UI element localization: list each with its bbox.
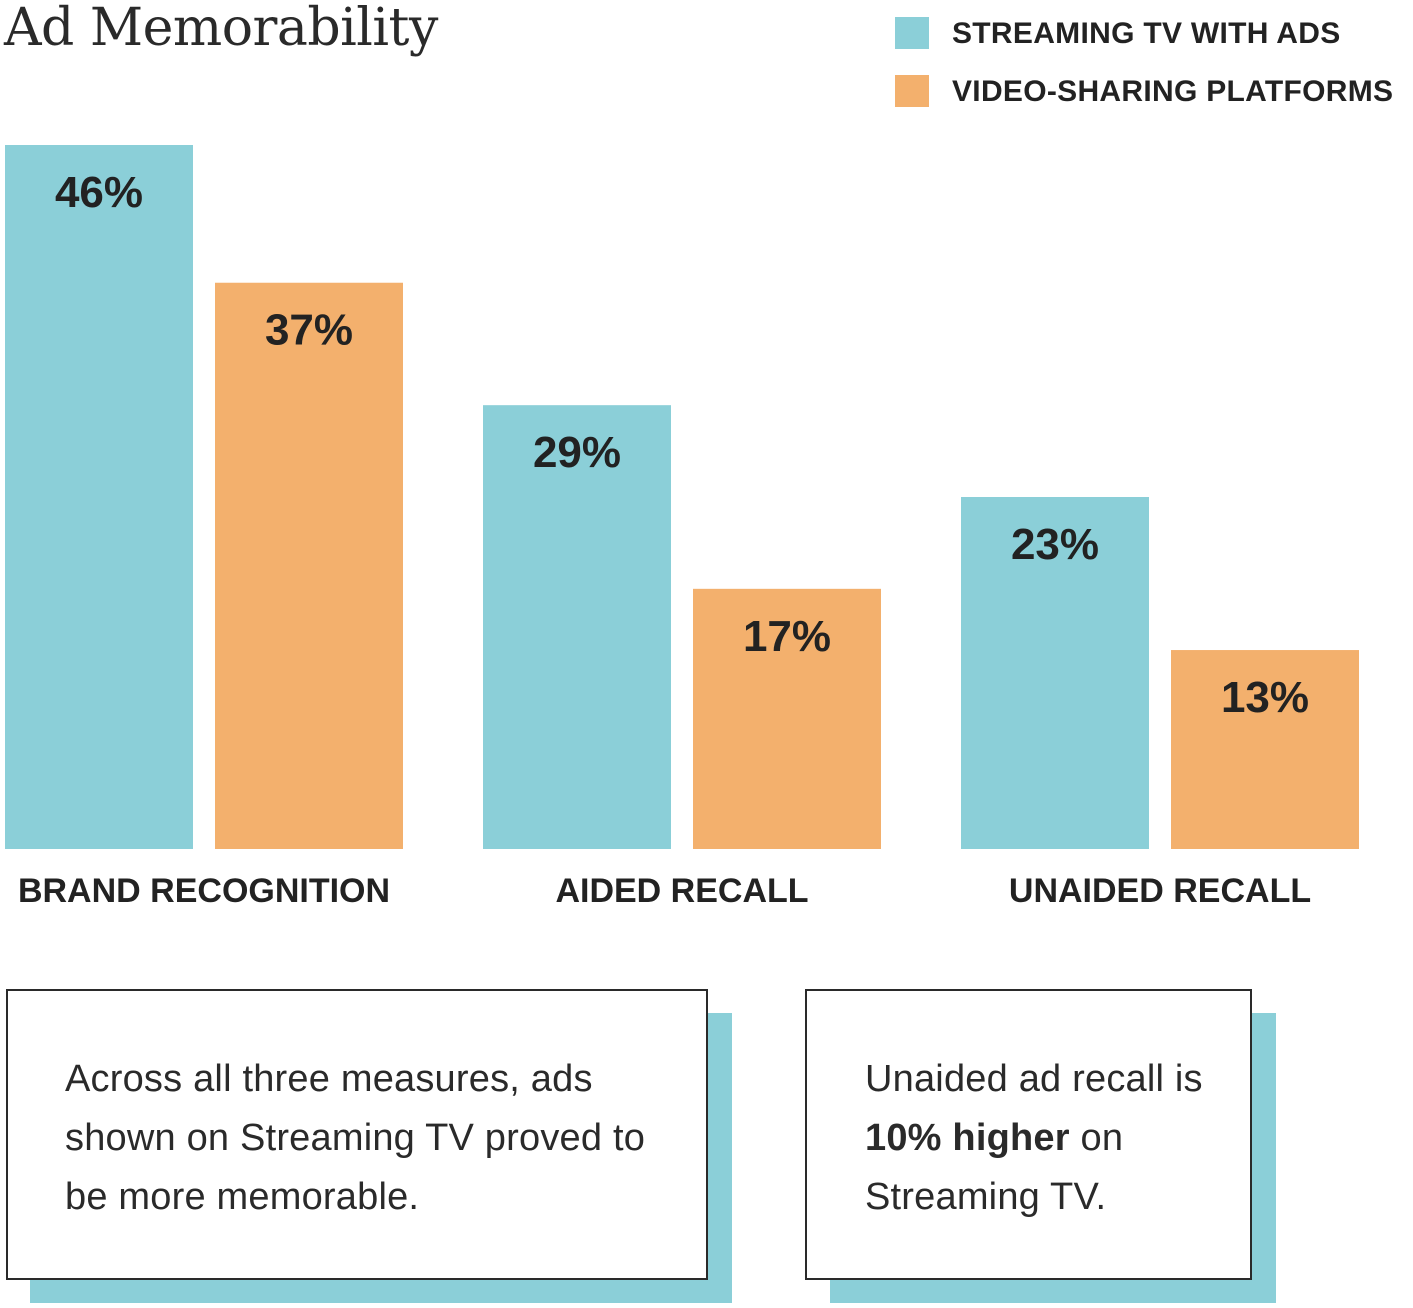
bar-value-label: 46% [55,168,143,217]
legend-label-video-sharing: VIDEO-SHARING PLATFORMS [952,75,1394,108]
bar-value-label: 13% [1221,673,1309,722]
legend-label-streaming: STREAMING TV WITH ADS [952,17,1341,50]
bar-brand-recognition-streaming-tv-with-ads [5,145,193,849]
bar-value-label: 29% [533,428,621,477]
bar-unaided-recall-streaming-tv-with-ads [961,497,1149,849]
category-label-unaided-recall: UNAIDED RECALL [1009,872,1311,910]
bar-unaided-recall-video-sharing-platforms [1171,650,1359,849]
bar-value-label: 37% [265,306,353,355]
legend-swatch-video-sharing [895,75,929,107]
callout-memorable-text: Across all three measures, ads shown on … [65,1058,646,1218]
bar-brand-recognition-video-sharing-platforms [215,282,403,849]
callout-memorable-box [6,989,708,1280]
category-label-aided-recall: AIDED RECALL [555,872,808,910]
bar-chart: 46% 37% BRAND RECOGNITION 29% 17% AIDED RECAL… [5,145,1359,910]
callout-unaided-prefix: Unaided ad recall is [865,1058,1203,1100]
category-label-brand-recognition: BRAND RECOGNITION [18,872,390,910]
callout-unaided-highlight: 10% higher [865,1117,1070,1159]
callout-unaided-text: Unaided ad recall is 10% higher on Strea… [865,1050,1225,1227]
bar-value-label: 23% [1011,520,1099,569]
legend-swatch-streaming [895,17,929,49]
callout-unaided-box [805,989,1252,1280]
bar-aided-recall-streaming-tv-with-ads [483,405,671,849]
bar-value-label: 17% [743,612,831,661]
callout-unaided-suffix: on Streaming TV. [865,1117,1124,1218]
chart-title: Ad Memorability [4,0,438,58]
bar-aided-recall-video-sharing-platforms [693,588,881,849]
